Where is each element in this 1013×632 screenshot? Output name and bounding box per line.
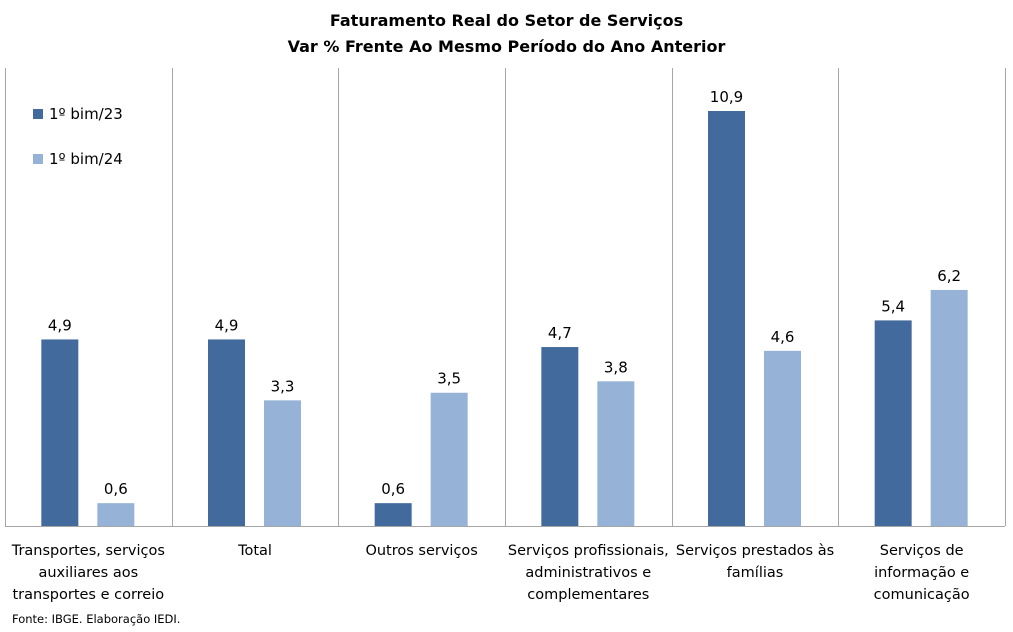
category-label-line: Transportes, serviços (11, 543, 165, 559)
data-label-series-1: 10,9 (710, 88, 743, 106)
bar-series-1 (374, 503, 412, 526)
bar-series-2 (97, 503, 135, 526)
legend-swatch-series-2 (33, 154, 43, 164)
bar-series-2 (764, 350, 801, 526)
category-label-line: famílias (726, 565, 784, 581)
data-label-series-2: 4,6 (771, 328, 795, 346)
legend-label-series-2: 1º bim/24 (49, 150, 123, 168)
category-label-line: comunicação (873, 587, 970, 603)
chart-subtitle: Var % Frente Ao Mesmo Período do Ano Ant… (287, 37, 726, 56)
category-label: Transportes, serviços auxiliares aos trans… (3, 540, 173, 606)
legend-swatch-series-1 (33, 109, 43, 119)
category-label-line: informação e (874, 565, 970, 581)
data-label-series-1: 4,9 (215, 316, 239, 334)
data-label-series-2: 0,6 (104, 480, 128, 498)
bar-series-1 (41, 339, 79, 526)
data-label-series-2: 3,3 (271, 377, 295, 395)
legend-label-series-1: 1º bim/23 (49, 105, 123, 123)
category-label-line: Serviços de (879, 543, 964, 559)
category-label: Outros serviços (337, 540, 507, 562)
data-label-series-2: 6,2 (937, 267, 961, 285)
category-label: Serviços profissionais, administrativos e… (503, 540, 673, 606)
bar-series-1 (874, 320, 912, 526)
data-label-series-1: 4,9 (48, 316, 72, 334)
category-label-line: transportes e correio (12, 587, 165, 603)
bar-series-1 (208, 339, 245, 526)
category-label-line: Serviços prestados às (675, 543, 835, 559)
category-label: Total (170, 540, 340, 562)
data-label-series-2: 3,8 (604, 358, 628, 376)
bar-series-2 (430, 392, 468, 526)
legend-item-series-2: 1º bim/24 (33, 150, 123, 168)
category-label-line: Serviços profissionais, (507, 543, 669, 559)
data-label-series-1: 5,4 (881, 297, 905, 315)
bar-series-1 (541, 347, 579, 526)
bar-series-2 (930, 289, 968, 526)
data-label-series-1: 0,6 (381, 480, 405, 498)
data-label-series-1: 4,7 (548, 324, 572, 342)
legend-item-series-1: 1º bim/23 (33, 105, 123, 123)
category-label-line: Total (238, 543, 272, 559)
source-note: Fonte: IBGE. Elaboração IEDI. (12, 612, 181, 626)
bar-series-2 (264, 400, 301, 526)
data-label-series-2: 3,5 (437, 370, 461, 388)
category-label-line: auxiliares aos (38, 565, 139, 581)
category-label: Serviços de informação e comunicação (837, 540, 1007, 606)
bar-series-1 (708, 111, 745, 526)
chart-title: Faturamento Real do Setor de Serviços (329, 11, 684, 30)
bar-series-2 (597, 381, 635, 526)
category-label-line: Outros serviços (365, 543, 478, 559)
category-label-line: administrativos e (525, 565, 652, 581)
category-label-line: complementares (527, 587, 650, 603)
category-label: Serviços prestados às famílias (670, 540, 840, 584)
